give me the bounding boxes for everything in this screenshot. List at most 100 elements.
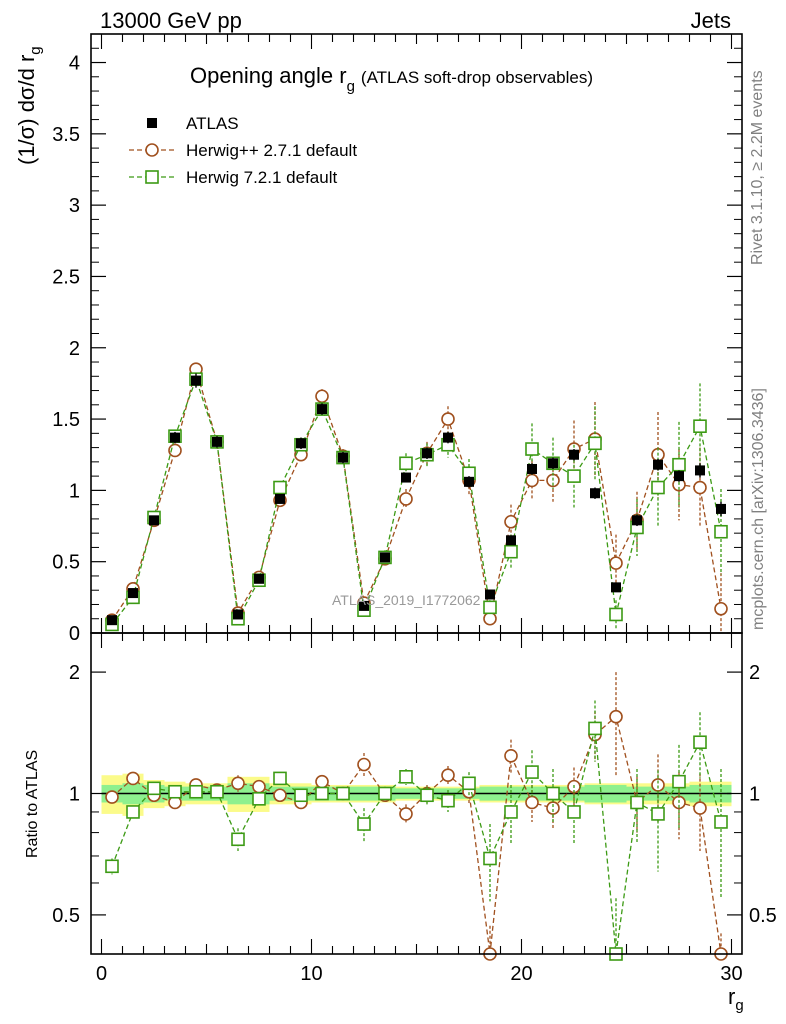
top-atlas-point	[716, 503, 726, 514]
ratio-herwig7-point	[651, 807, 665, 821]
ratio-herwigpp-point	[504, 749, 518, 763]
top-herwig7-point	[525, 442, 539, 456]
legend: ATLAS Herwig++ 2.7.1 default Herwig 7.2.…	[129, 114, 357, 187]
ratio-herwig7-point	[420, 788, 434, 803]
ratio-herwig7-point	[630, 795, 644, 810]
ratio-herwig7-point	[210, 784, 224, 799]
ratio-herwigpp-line	[111, 715, 722, 955]
top-atlas-point	[275, 493, 285, 504]
top-atlas-point	[674, 471, 684, 482]
y-tick-label: 4	[69, 53, 80, 75]
ratio-herwig7-point	[588, 721, 602, 736]
top-atlas-point	[149, 515, 159, 526]
ratio-herwig7-point	[252, 792, 266, 806]
ratio-herwig7-point	[504, 805, 518, 819]
ratio-herwig7-point	[567, 805, 581, 819]
top-herwig7-point	[399, 456, 413, 471]
ratio-herwig7-point	[483, 851, 497, 866]
ratio-herwig7-point	[105, 859, 119, 874]
top-herwigpp-line	[111, 366, 722, 621]
ratio-herwig7-point	[399, 770, 413, 784]
top-atlas-point	[485, 589, 495, 600]
ratio-herwig7-point	[714, 815, 728, 829]
ratio-herwig7-point	[231, 832, 245, 847]
top-herwig7-point	[567, 469, 581, 483]
top-herwig7-point	[504, 544, 518, 559]
ratio-herwigpp-point	[693, 801, 707, 815]
y-tick-label: 0	[69, 623, 80, 645]
x-axis-label: rg	[728, 984, 744, 1014]
ratio-herwig7-point	[273, 771, 287, 786]
ratio-herwigpp-point	[315, 774, 329, 789]
rivet-label: Rivet 3.1.10, ≥ 2.2M events	[749, 70, 766, 265]
top-axis-ticks: 0 0.5 1 1.5 2 2.5 3 3.5 4	[52, 34, 742, 645]
ratio-plot-content	[101, 672, 732, 961]
ratio-herwig7-point	[357, 817, 371, 831]
top-herwig7-point	[273, 480, 287, 495]
ratio-herwig7-point	[126, 805, 140, 819]
plot-title: Opening angle rg (ATLAS soft-drop observa…	[190, 63, 593, 95]
y-tick-label: 1	[69, 480, 80, 502]
top-atlas-point	[632, 515, 642, 526]
ratio-y-tick-label-right: 2	[749, 662, 760, 684]
ratio-y-axis-label: Ratio to ATLAS	[24, 750, 41, 858]
y-tick-label: 3	[69, 195, 80, 217]
top-herwig7-point	[588, 436, 602, 451]
top-atlas-point	[548, 458, 558, 469]
top-atlas-point	[191, 375, 201, 386]
top-atlas-point	[359, 600, 369, 611]
top-atlas-point	[422, 448, 432, 459]
ratio-herwig7-point	[189, 784, 203, 799]
ratio-herwigpp-point	[252, 779, 266, 794]
ratio-y-tick-label-right: 1	[749, 784, 760, 806]
top-atlas-point	[464, 476, 474, 487]
header-left: 13000 GeV pp	[100, 8, 242, 33]
top-herwigpp-point	[168, 443, 182, 458]
top-atlas-point	[107, 615, 117, 626]
top-herwigpp-point	[525, 473, 539, 488]
ratio-y-tick-label: 2	[69, 662, 80, 684]
top-atlas-point	[233, 609, 243, 620]
x-tick-label: 30	[720, 963, 742, 985]
top-herwig7-line	[111, 377, 722, 625]
top-atlas-point	[569, 449, 579, 460]
y-tick-label: 3.5	[52, 124, 80, 146]
ratio-herwig7-point	[693, 735, 707, 750]
top-herwigpp-point	[441, 412, 455, 426]
legend-atlas-marker	[147, 118, 157, 128]
top-atlas-point	[527, 463, 537, 474]
ratio-herwig7-point	[315, 786, 329, 801]
ratio-herwig7-point	[336, 786, 350, 801]
ratio-herwigpp-point	[357, 757, 371, 772]
y-tick-label: 2	[69, 338, 80, 360]
ratio-y-tick-label: 0.5	[52, 905, 80, 927]
top-atlas-point	[254, 573, 264, 584]
y-tick-label: 1.5	[52, 409, 80, 431]
ratio-herwigpp-point	[273, 788, 287, 803]
top-herwigpp-point	[399, 492, 413, 506]
y-tick-label: 0.5	[52, 552, 80, 574]
top-herwigpp-point	[483, 611, 497, 626]
legend-atlas-label: ATLAS	[186, 114, 239, 133]
y-tick-label: 2.5	[52, 266, 80, 288]
ratio-axis-ticks: 0.5 0.51 12 20 10 20 30	[52, 633, 777, 985]
top-atlas-point	[611, 582, 621, 593]
ratio-herwig7-point	[441, 793, 455, 808]
ratio-y-tick-label: 1	[69, 784, 80, 806]
ratio-herwig7-line	[111, 728, 722, 955]
top-herwig7-point	[672, 457, 686, 472]
top-atlas-point	[653, 459, 663, 470]
ratio-herwig7-point	[168, 784, 182, 799]
top-atlas-point	[443, 432, 453, 443]
ratio-herwig7-point	[672, 774, 686, 789]
ratio-herwig7-point	[462, 776, 476, 791]
ratio-y-tick-label-right: 0.5	[749, 905, 777, 927]
top-herwigpp-point	[315, 389, 329, 404]
legend-herwig7-marker	[145, 170, 159, 184]
top-atlas-point	[506, 535, 516, 546]
top-herwig7-point	[609, 607, 623, 622]
top-herwigpp-point	[693, 480, 707, 495]
analysis-watermark: ATLAS_2019_I1772062	[332, 592, 481, 608]
top-atlas-point	[128, 588, 138, 599]
top-atlas-point	[317, 404, 327, 415]
